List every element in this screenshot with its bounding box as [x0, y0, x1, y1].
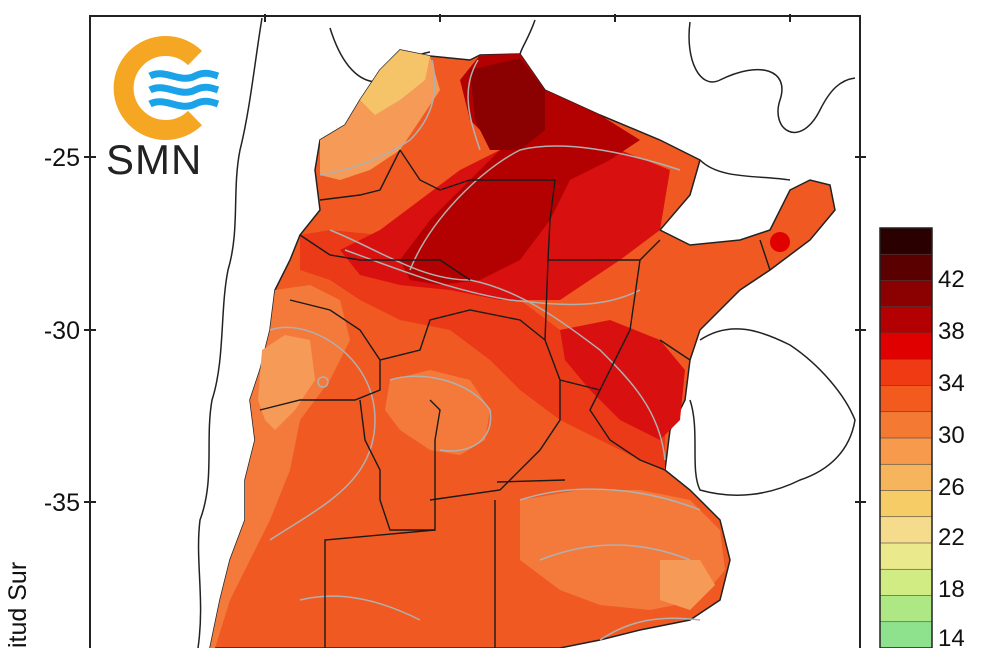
isotherm-lines: [269, 59, 701, 641]
isotherm: [599, 617, 701, 641]
province-border: [324, 529, 436, 648]
isotherm: [299, 595, 421, 621]
province-border: [299, 234, 471, 281]
logo-text: SMN: [106, 136, 202, 183]
colorbar-swatch: [879, 595, 933, 623]
hot-spot-northeast: [770, 232, 790, 252]
logo-ring-icon: [113, 36, 202, 140]
colorbar-swatch: [879, 411, 933, 439]
brazil-border: [688, 21, 856, 133]
colorbar-swatch: [879, 227, 933, 256]
chile-border: [197, 17, 263, 648]
colorbar-swatch: [879, 490, 933, 518]
colorbar-label: 42: [938, 266, 965, 293]
isotherm: [319, 59, 436, 176]
colorbar-frame: [879, 227, 933, 648]
province-borders: [259, 149, 771, 648]
hottest-zone-peak: [470, 58, 545, 150]
y-tick-label: -25: [44, 144, 80, 172]
colorbar-swatch: [879, 358, 933, 387]
colorbar-swatch: [879, 280, 933, 308]
province-border: [399, 149, 556, 261]
y-axis-title: itud Sur: [4, 562, 32, 648]
colorbar-swatches: [879, 227, 933, 648]
colorbar-swatch: [879, 385, 933, 413]
province-border: [429, 259, 561, 501]
colorbar-swatch: [879, 568, 933, 597]
y-axis-labels: -25 -30 -35: [44, 144, 80, 517]
colorbar-label: 14: [938, 625, 965, 648]
uruguay-border: [689, 328, 856, 496]
argentina-map: [209, 49, 836, 648]
pale-zone-southeast: [660, 560, 715, 610]
hot-zone-east: [560, 320, 685, 440]
isotherm: [409, 145, 681, 271]
warm-zone-band: [300, 230, 665, 470]
brazil-inner-border: [699, 159, 791, 181]
colorbar-swatch: [879, 437, 933, 466]
province-border: [589, 259, 666, 471]
isotherm: [539, 544, 691, 561]
province-border: [319, 149, 401, 201]
colorbar: 42 38 34 30 26 22 18 14: [879, 227, 965, 648]
colorbar-swatch: [879, 621, 933, 648]
colorbar-label: 26: [938, 474, 965, 501]
y-tick-label: -30: [44, 317, 80, 345]
colorbar-label: 30: [938, 422, 965, 449]
isotherm: [389, 375, 492, 452]
isotherm-ring: [317, 376, 329, 388]
province-border: [559, 379, 601, 391]
colorbar-swatch: [879, 463, 933, 492]
smn-logo: SMN: [106, 36, 220, 183]
cooler-zone-west: [210, 285, 350, 648]
isotherm: [344, 249, 641, 306]
colorbar-label: 22: [938, 524, 965, 551]
isotherm: [269, 326, 376, 541]
northwest-yellow-zone: [360, 50, 430, 115]
colorbar-swatch: [879, 306, 933, 334]
colorbar-swatch: [879, 516, 933, 544]
province-border: [496, 479, 566, 483]
colorbar-label: 34: [938, 370, 965, 397]
logo-waves-icon: [148, 69, 220, 110]
colorbar-swatch: [879, 253, 933, 282]
cooler-zone-center: [385, 370, 490, 455]
province-border: [429, 399, 441, 490]
isotherm: [467, 59, 481, 151]
hottest-zone-core: [400, 54, 640, 285]
colorbar-swatch: [879, 542, 933, 571]
province-border: [659, 339, 691, 361]
colorbar-label: 18: [938, 576, 965, 603]
province-border: [759, 239, 771, 271]
y-tick-label: -35: [44, 489, 80, 517]
colorbar-swatch: [879, 332, 933, 361]
isotherm: [329, 229, 666, 461]
province-border: [379, 309, 546, 361]
isotherm: [519, 488, 701, 511]
colorbar-label: 38: [938, 318, 965, 345]
province-border: [259, 299, 381, 411]
